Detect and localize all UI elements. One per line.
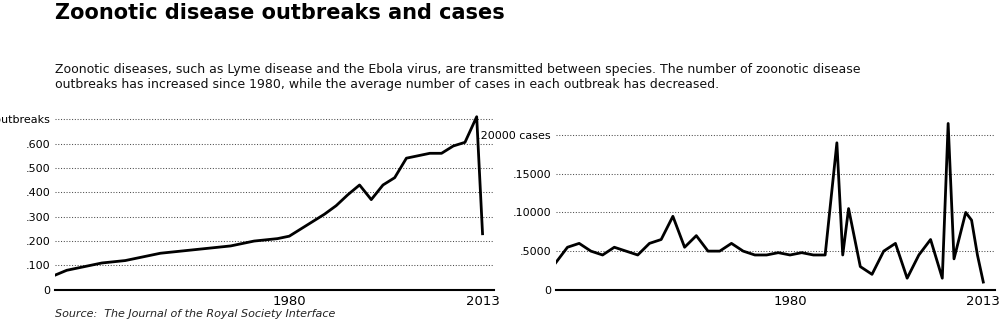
Text: Source:  The Journal of the Royal Society Interface: Source: The Journal of the Royal Society… [55, 309, 335, 319]
Text: Zoonotic disease outbreaks and cases: Zoonotic disease outbreaks and cases [55, 3, 505, 23]
Text: Zoonotic diseases, such as Lyme disease and the Ebola virus, are transmitted bet: Zoonotic diseases, such as Lyme disease … [55, 63, 860, 91]
